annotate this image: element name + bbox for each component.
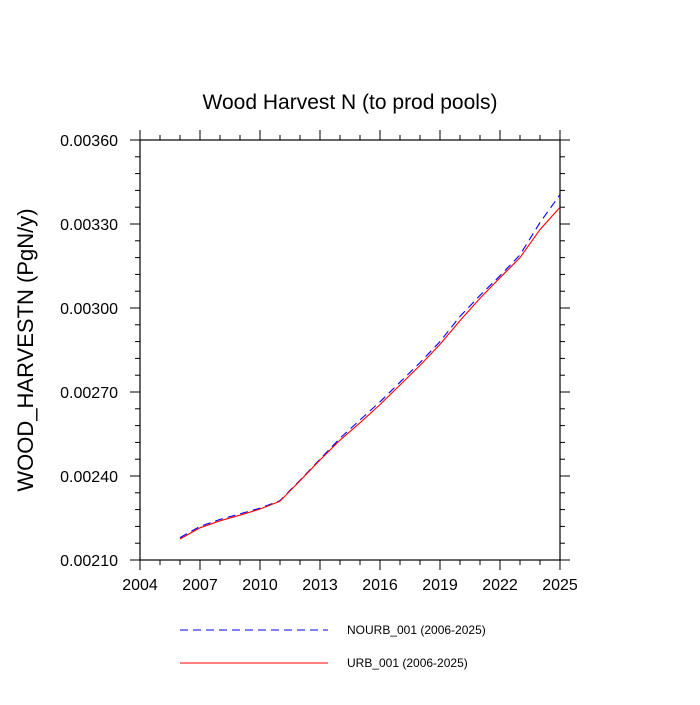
x-tick-label: 2004	[122, 577, 158, 594]
x-tick-label: 2013	[302, 577, 338, 594]
y-axis-label: WOOD_HARVESTN (PgN/y)	[13, 208, 38, 491]
y-tick-label: 0.00240	[60, 469, 118, 486]
x-tick-label: 2022	[482, 577, 518, 594]
y-tick-label: 0.00330	[60, 217, 118, 234]
y-tick-label: 0.00300	[60, 301, 118, 318]
plot-frame	[139, 139, 561, 561]
series-line-2	[179, 206, 561, 540]
chart-title: Wood Harvest N (to prod pools)	[203, 91, 498, 114]
x-tick-label: 2019	[422, 577, 458, 594]
x-tick-label: 2010	[242, 577, 278, 594]
x-tick-label: 2007	[182, 577, 218, 594]
legend-label-1: NOURB_001 (2006-2025)	[347, 623, 486, 637]
x-tick-label: 2016	[362, 577, 398, 594]
y-tick-label: 0.00270	[60, 385, 118, 402]
x-tick-label: 2025	[542, 577, 578, 594]
y-tick-label: 0.00210	[60, 553, 118, 570]
series-line-1	[179, 194, 561, 539]
y-tick-label: 0.00360	[60, 133, 118, 150]
legend-label-2: URB_001 (2006-2025)	[347, 656, 468, 670]
